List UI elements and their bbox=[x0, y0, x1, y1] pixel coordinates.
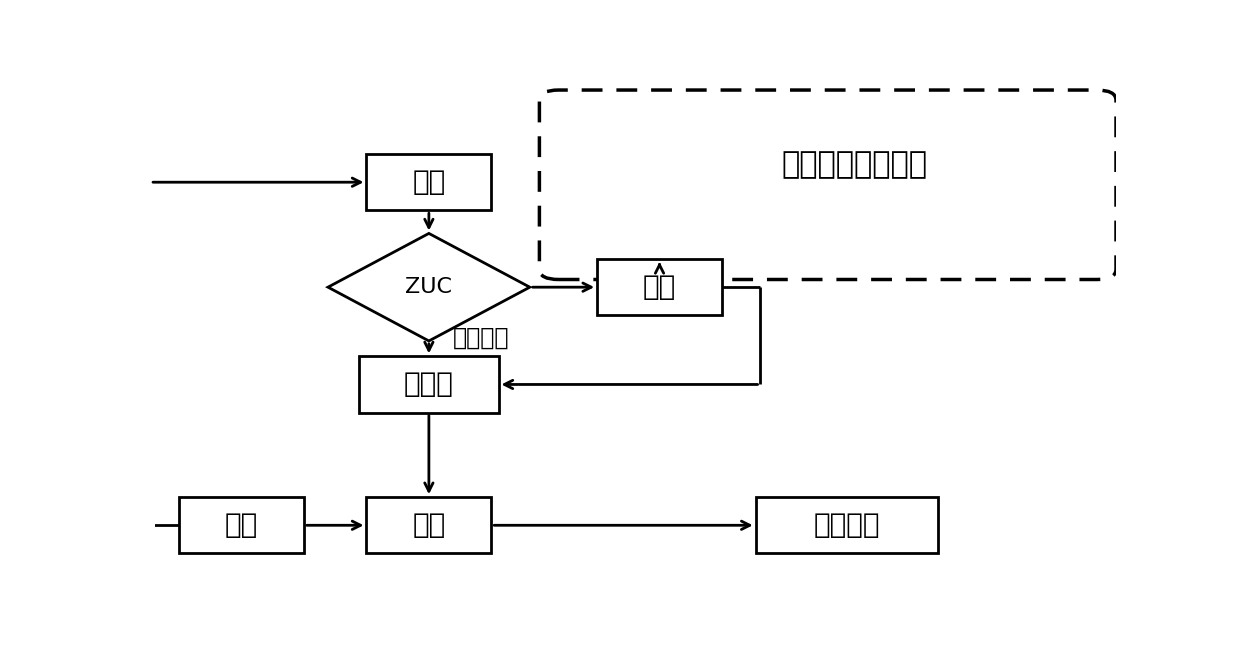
Text: 种子: 种子 bbox=[412, 168, 445, 196]
Text: ZUC: ZUC bbox=[405, 277, 453, 297]
Bar bbox=[360, 356, 498, 412]
Text: 数据: 数据 bbox=[224, 511, 258, 539]
Text: 加密结果: 加密结果 bbox=[813, 511, 880, 539]
Bar bbox=[179, 497, 304, 553]
Text: 流密码: 流密码 bbox=[404, 370, 454, 398]
Polygon shape bbox=[327, 233, 529, 341]
Text: 加密: 加密 bbox=[412, 511, 445, 539]
Text: 字典: 字典 bbox=[642, 273, 676, 301]
FancyBboxPatch shape bbox=[539, 90, 1116, 279]
Bar bbox=[367, 154, 491, 210]
Bar bbox=[596, 259, 722, 315]
Bar bbox=[755, 497, 939, 553]
Text: 真随机数同步单元: 真随机数同步单元 bbox=[781, 150, 928, 179]
Bar bbox=[367, 497, 491, 553]
Text: 伪随机数: 伪随机数 bbox=[453, 325, 510, 349]
